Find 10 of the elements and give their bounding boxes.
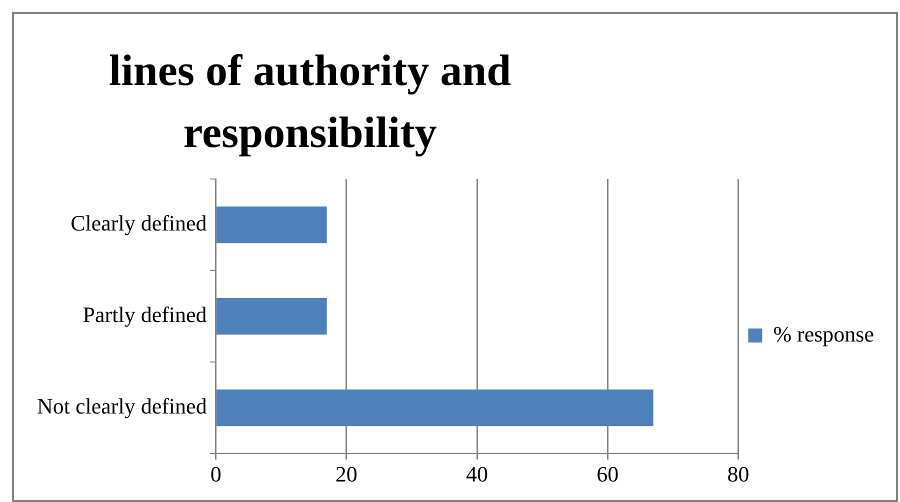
x-tick-label: 40 bbox=[466, 462, 488, 487]
legend-label: % response bbox=[773, 321, 874, 346]
chart-title: lines of authority and responsibility bbox=[108, 45, 512, 159]
x-tick-label: 80 bbox=[727, 462, 750, 487]
x-tick-label: 60 bbox=[596, 462, 619, 487]
x-tick-label: 20 bbox=[335, 462, 358, 487]
y-tick-label: Not clearly defined bbox=[37, 394, 207, 419]
y-tick-label: Clearly defined bbox=[70, 210, 207, 236]
x-tick-label: 0 bbox=[210, 462, 222, 487]
y-tick-label: Partly defined bbox=[82, 302, 207, 328]
